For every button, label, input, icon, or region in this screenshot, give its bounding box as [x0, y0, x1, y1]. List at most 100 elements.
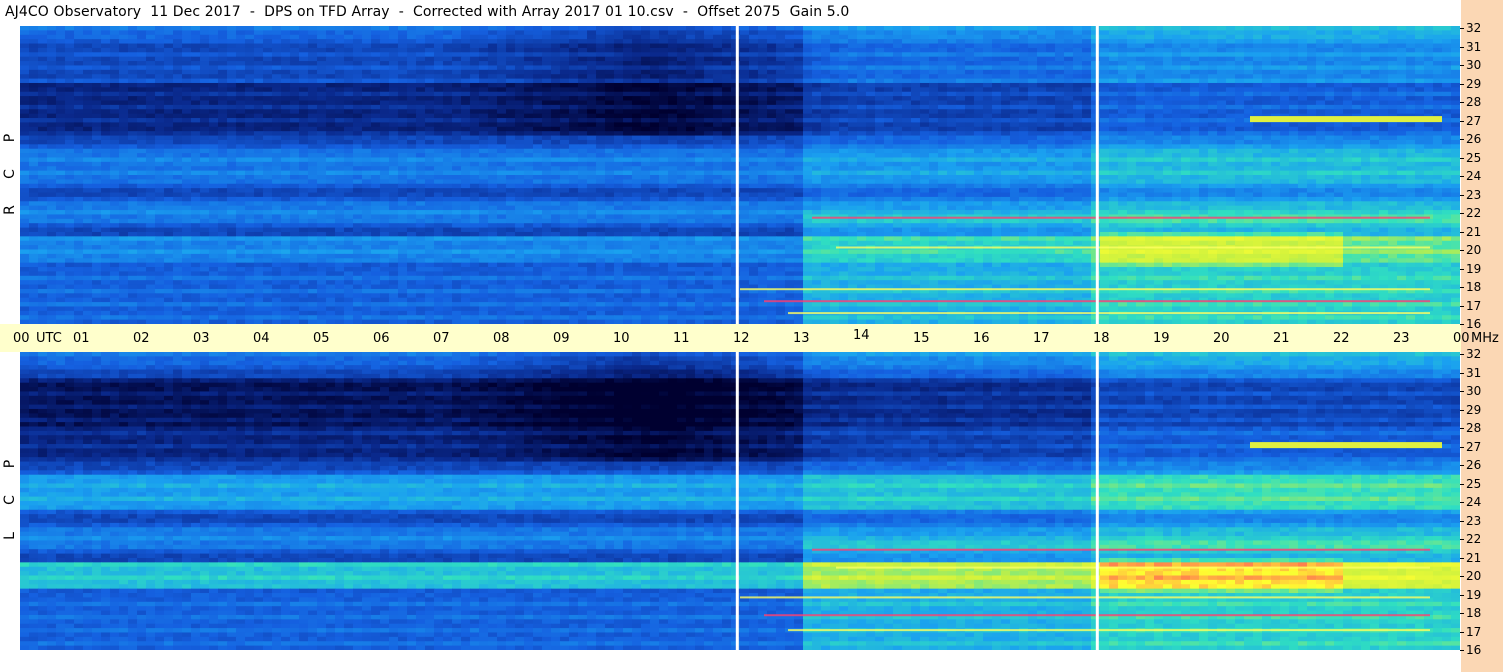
- heatmap-cell: [785, 47, 795, 53]
- heatmap-cell: [722, 78, 732, 84]
- rcp-heatmap: [20, 26, 1460, 324]
- heatmap-cell: [389, 91, 399, 97]
- heatmap-cell: [272, 118, 282, 124]
- heatmap-cell: [605, 43, 615, 49]
- heatmap-cell: [866, 69, 876, 75]
- heatmap-cell: [992, 43, 1002, 49]
- heatmap-cell: [1046, 113, 1056, 119]
- heatmap-cell: [1451, 91, 1460, 97]
- heatmap-cell: [965, 153, 975, 159]
- heatmap-cell: [1325, 100, 1335, 106]
- heatmap-cell: [92, 26, 102, 31]
- heatmap-cell: [326, 30, 336, 36]
- heatmap-cell: [659, 153, 669, 159]
- heatmap-cell: [1172, 39, 1182, 45]
- heatmap-cell: [938, 34, 948, 40]
- heatmap-cell: [1181, 135, 1191, 141]
- heatmap-cell: [344, 144, 354, 150]
- heatmap-cell: [362, 69, 372, 75]
- heatmap-cell: [254, 82, 264, 88]
- heatmap-cell: [1415, 109, 1425, 115]
- heatmap-cell: [488, 126, 498, 132]
- heatmap-cell: [191, 87, 201, 93]
- heatmap-cell: [695, 34, 705, 40]
- heatmap-cell: [551, 43, 561, 49]
- heatmap-cell: [533, 109, 543, 115]
- heatmap-cell: [281, 61, 291, 67]
- heatmap-cell: [758, 34, 768, 40]
- heatmap-cell: [713, 30, 723, 36]
- heatmap-cell: [938, 131, 948, 137]
- heatmap-cell: [335, 122, 345, 128]
- heatmap-cell: [1190, 34, 1200, 40]
- heatmap-cell: [758, 91, 768, 97]
- heatmap-cell: [677, 104, 687, 110]
- heatmap-cell: [1109, 39, 1119, 45]
- heatmap-cell: [1307, 34, 1317, 40]
- heatmap-cell: [875, 118, 885, 124]
- heatmap-cell: [1064, 91, 1074, 97]
- heatmap-cell: [956, 157, 966, 163]
- heatmap-cell: [1037, 47, 1047, 53]
- heatmap-cell: [380, 144, 390, 150]
- heatmap-cell: [479, 43, 489, 49]
- heatmap-cell: [569, 109, 579, 115]
- heatmap-cell: [866, 153, 876, 159]
- heatmap-cell: [515, 34, 525, 40]
- heatmap-cell: [308, 153, 318, 159]
- heatmap-cell: [245, 69, 255, 75]
- heatmap-cell: [83, 96, 93, 102]
- heatmap-cell: [164, 65, 174, 71]
- heatmap-cell: [1352, 30, 1362, 36]
- heatmap-cell: [1298, 157, 1308, 163]
- heatmap-cell: [668, 43, 678, 49]
- heatmap-cell: [929, 131, 939, 137]
- heatmap-cell: [1163, 74, 1173, 80]
- heatmap-cell: [1361, 30, 1371, 36]
- heatmap-cell: [1208, 69, 1218, 75]
- heatmap-cell: [335, 113, 345, 119]
- heatmap-cell: [227, 131, 237, 137]
- heatmap-cell: [524, 109, 534, 115]
- heatmap-cell: [614, 39, 624, 45]
- heatmap-cell: [884, 74, 894, 80]
- heatmap-cell: [884, 126, 894, 132]
- heatmap-cell: [560, 65, 570, 71]
- heatmap-cell: [461, 43, 471, 49]
- heatmap-cell: [677, 109, 687, 115]
- heatmap-cell: [992, 113, 1002, 119]
- heatmap-cell: [650, 56, 660, 62]
- heatmap-cell: [47, 161, 57, 167]
- heatmap-cell: [218, 43, 228, 49]
- heatmap-cell: [1118, 148, 1128, 154]
- heatmap-cell: [740, 157, 750, 163]
- heatmap-cell: [1127, 157, 1137, 163]
- heatmap-cell: [1001, 144, 1011, 150]
- heatmap-cell: [1442, 47, 1452, 53]
- heatmap-cell: [506, 47, 516, 53]
- heatmap-cell: [974, 153, 984, 159]
- heatmap-cell: [1010, 82, 1020, 88]
- heatmap-cell: [263, 52, 273, 58]
- heatmap-cell: [596, 78, 606, 84]
- heatmap-cell: [1370, 100, 1380, 106]
- heatmap-cell: [128, 104, 138, 110]
- heatmap-cell: [1001, 109, 1011, 115]
- heatmap-cell: [1361, 96, 1371, 102]
- heatmap-cell: [704, 153, 714, 159]
- heatmap-cell: [839, 34, 849, 40]
- heatmap-cell: [578, 91, 588, 97]
- heatmap-cell: [362, 157, 372, 163]
- heatmap-cell: [317, 65, 327, 71]
- heatmap-cell: [29, 26, 39, 31]
- heatmap-cell: [1316, 104, 1326, 110]
- heatmap-cell: [1154, 126, 1164, 132]
- heatmap-cell: [695, 30, 705, 36]
- heatmap-cell: [1217, 144, 1227, 150]
- heatmap-cell: [164, 153, 174, 159]
- heatmap-cell: [506, 139, 516, 145]
- heatmap-cell: [452, 113, 462, 119]
- heatmap-cell: [668, 39, 678, 45]
- heatmap-cell: [1028, 43, 1038, 49]
- heatmap-cell: [812, 43, 822, 49]
